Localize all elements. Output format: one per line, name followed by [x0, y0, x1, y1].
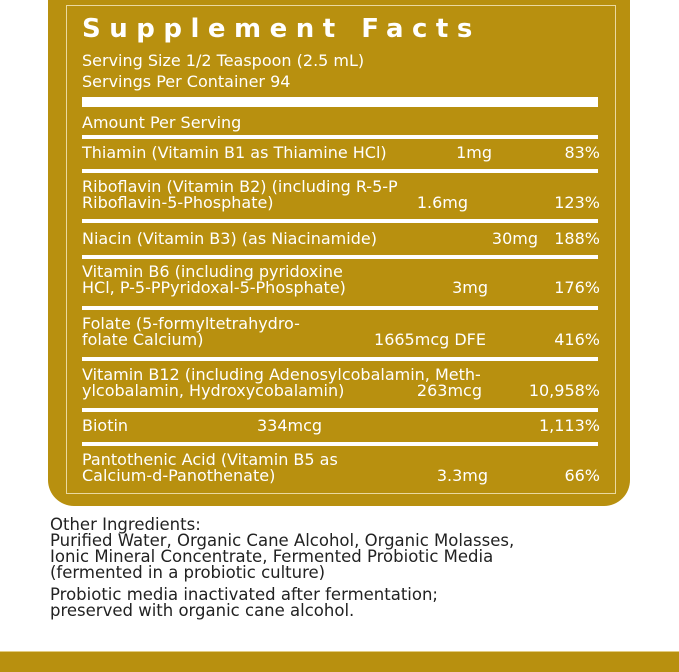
divider [82, 255, 598, 259]
nutrient-name: Thiamin (Vitamin B1 as Thiamine HCl) [82, 143, 387, 162]
ingredients-line: (fermented in a probiotic culture) [50, 563, 326, 582]
nutrient-amount: 30mg [491, 229, 538, 248]
divider [82, 219, 598, 223]
divider [82, 408, 598, 412]
nutrient-percent-dv: 416% [554, 330, 600, 349]
other-ingredients: Other Ingredients: Purified Water, Organ… [50, 515, 515, 620]
nutrient-name: Vitamin B6 (including pyridoxine HCl, P-5… [82, 264, 346, 296]
nutrient-percent-dv: 123% [554, 193, 600, 212]
nutrient-amount: 334mcg [257, 416, 323, 435]
nutrient-percent-dv: 83% [564, 143, 600, 162]
ingredients-line: Purified Water, Organic Cane Alcohol, Or… [50, 531, 515, 550]
probiotic-note-line: preserved with organic cane alcohol. [50, 601, 355, 620]
name-line: Folate (5-formyltetrahydro- [82, 314, 300, 333]
nutrient-percent-dv: 176% [554, 278, 600, 297]
amount-per-serving-header: Amount Per Serving [82, 113, 242, 132]
nutrient-percent-dv: 66% [564, 466, 600, 485]
label-title: Supplement Facts [82, 14, 481, 44]
name-line: Vitamin B6 (including pyridoxine [82, 262, 343, 281]
nutrient-percent-dv: 10,958% [528, 381, 600, 400]
name-line: folate Calcium) [82, 330, 204, 349]
name-line: ylcobalamin, Hydroxycobalamin) [82, 381, 345, 400]
panel-inner-border [66, 5, 616, 494]
nutrient-name: Biotin [82, 416, 129, 435]
nutrient-name: Pantothenic Acid (Vitamin B5 as Calcium-d… [82, 452, 338, 484]
nutrient-percent-dv: 188% [554, 229, 600, 248]
thick-divider [82, 97, 598, 107]
nutrient-amount: 1mg [456, 143, 492, 162]
divider [82, 169, 598, 173]
other-ingredients-heading: Other Ingredients: [50, 515, 201, 534]
divider [82, 357, 598, 361]
nutrient-percent-dv: 1,113% [538, 416, 600, 435]
name-line: Pantothenic Acid (Vitamin B5 as [82, 450, 338, 469]
nutrient-name: Riboflavin (Vitamin B2) (including R-5-P… [82, 179, 398, 211]
bottom-gold-bar [0, 651, 679, 672]
nutrient-name: Folate (5-formyltetrahydro-folate Calciu… [82, 316, 300, 348]
divider [82, 306, 598, 310]
nutrient-amount: 1665mcg DFE [374, 330, 486, 349]
divider [82, 135, 598, 139]
name-line: Riboflavin (Vitamin B2) (including R-5-P [82, 177, 398, 196]
nutrient-name: Niacin (Vitamin B3) (as Niacinamide) [82, 229, 377, 248]
nutrient-amount: 3mg [452, 278, 488, 297]
name-line: Calcium-d-Panothenate) [82, 466, 276, 485]
divider [82, 442, 598, 446]
nutrient-name: Vitamin B12 (including Adenosylcobalamin… [82, 367, 481, 399]
nutrient-amount: 1.6mg [416, 193, 468, 212]
nutrient-amount: 3.3mg [436, 466, 488, 485]
serving-size: Serving Size 1/2 Teaspoon (2.5 mL) [82, 51, 365, 70]
servings-per-container: Servings Per Container 94 [82, 72, 291, 91]
ingredients-line: Ionic Mineral Concentrate, Fermented Pro… [50, 547, 494, 566]
probiotic-note-line: Probiotic media inactivated after fermen… [50, 585, 438, 604]
supplement-facts-panel [48, 0, 630, 506]
name-line: Riboflavin-5-Phosphate) [82, 193, 274, 212]
nutrient-amount: 263mcg [416, 381, 482, 400]
nutrient-row-riboflavin: Riboflavin (Vitamin B2) (including R-5-P… [82, 179, 600, 213]
name-line: Vitamin B12 (including Adenosylcobalamin… [82, 365, 481, 384]
name-line: HCl, P-5-PPyridoxal-5-Phosphate) [82, 278, 346, 297]
